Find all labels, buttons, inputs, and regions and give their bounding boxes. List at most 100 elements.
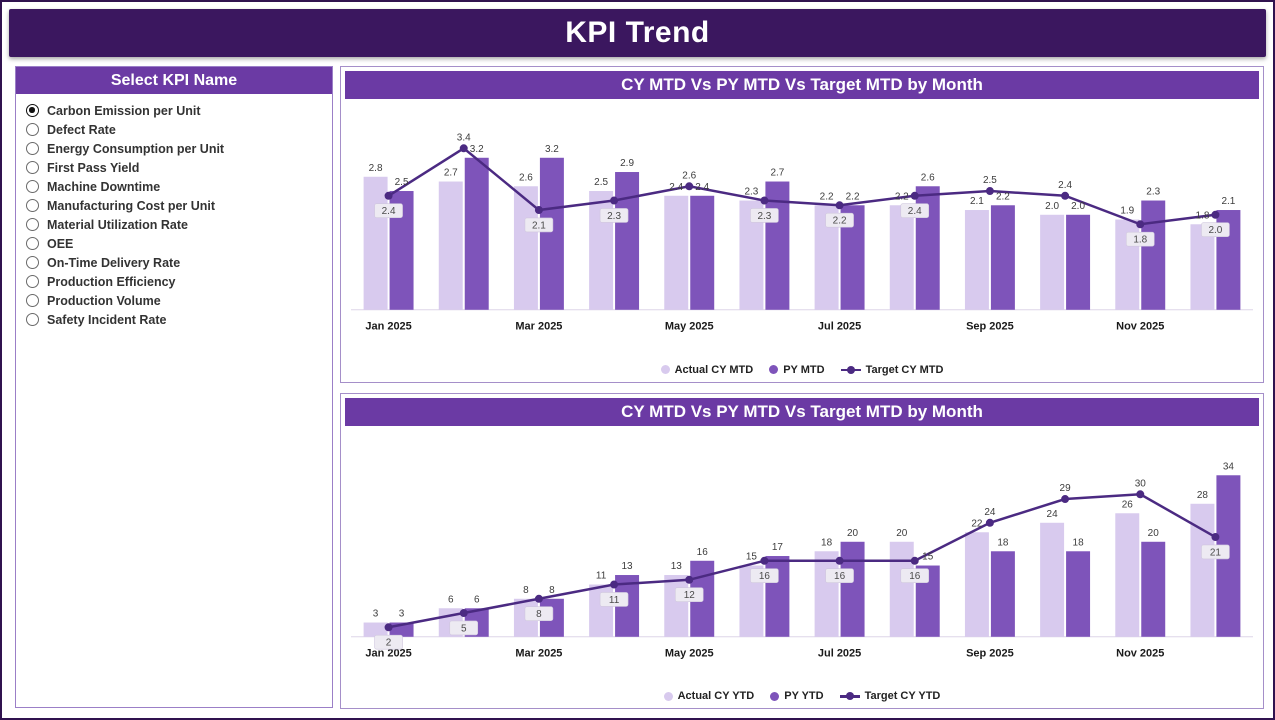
data-label-target-box <box>599 208 629 223</box>
legend-item-py[interactable]: PY MTD <box>769 364 825 376</box>
target-point[interactable] <box>1211 532 1220 541</box>
kpi-option-label: First Pass Yield <box>47 160 140 175</box>
kpi-option-manufacturing-cost-per-unit[interactable]: Manufacturing Cost per Unit <box>26 196 322 215</box>
radio-icon[interactable] <box>26 161 39 174</box>
bar-actual[interactable] <box>664 574 689 637</box>
kpi-option-production-efficiency[interactable]: Production Efficiency <box>26 272 322 291</box>
kpi-option-production-volume[interactable]: Production Volume <box>26 291 322 310</box>
legend-item-py[interactable]: PY YTD <box>770 690 824 702</box>
target-point[interactable] <box>910 191 919 200</box>
radio-icon[interactable] <box>26 237 39 250</box>
target-point[interactable] <box>910 556 919 565</box>
radio-icon[interactable] <box>26 199 39 212</box>
data-label-py: 20 <box>847 527 859 538</box>
radio-icon[interactable] <box>26 313 39 326</box>
bar-actual[interactable] <box>739 565 764 637</box>
target-point[interactable] <box>685 182 694 191</box>
kpi-option-carbon-emission-per-unit[interactable]: Carbon Emission per Unit <box>26 101 322 120</box>
bar-actual[interactable] <box>814 550 839 637</box>
bar-actual[interactable] <box>363 622 388 637</box>
target-point[interactable] <box>985 187 994 195</box>
bar-py[interactable] <box>1066 550 1091 637</box>
target-point[interactable] <box>1061 191 1070 200</box>
radio-icon[interactable] <box>26 142 39 155</box>
bar-py[interactable] <box>1141 200 1166 310</box>
target-point[interactable] <box>685 575 694 584</box>
target-point[interactable] <box>384 622 393 631</box>
bar-actual[interactable] <box>664 195 689 310</box>
bar-actual[interactable] <box>1190 224 1215 310</box>
target-point[interactable] <box>835 556 844 565</box>
bar-actual[interactable] <box>739 200 764 310</box>
bar-py[interactable] <box>840 205 865 310</box>
target-point[interactable] <box>760 556 769 565</box>
kpi-option-safety-incident-rate[interactable]: Safety Incident Rate <box>26 310 322 329</box>
bar-actual[interactable] <box>889 205 914 310</box>
legend-item-target[interactable]: Target CY YTD <box>839 690 940 702</box>
bar-actual[interactable] <box>363 176 388 310</box>
bar-actual[interactable] <box>964 531 989 637</box>
kpi-option-energy-consumption-per-unit[interactable]: Energy Consumption per Unit <box>26 139 322 158</box>
kpi-option-defect-rate[interactable]: Defect Rate <box>26 120 322 139</box>
kpi-option-oee[interactable]: OEE <box>26 234 322 253</box>
target-point[interactable] <box>1136 220 1145 229</box>
legend-item-actual[interactable]: Actual CY MTD <box>660 364 753 376</box>
kpi-option-label: OEE <box>47 236 74 251</box>
target-point[interactable] <box>459 608 468 617</box>
target-point[interactable] <box>534 594 543 603</box>
radio-icon[interactable] <box>26 256 39 269</box>
radio-icon[interactable] <box>26 180 39 193</box>
target-point[interactable] <box>985 518 994 527</box>
bar-py[interactable] <box>615 172 640 310</box>
kpi-option-material-utilization-rate[interactable]: Material Utilization Rate <box>26 215 322 234</box>
kpi-radio-list: Carbon Emission per Unit Defect Rate Energ… <box>16 94 332 336</box>
bar-actual[interactable] <box>1115 512 1140 637</box>
data-label-actual: 18 <box>821 537 833 548</box>
bar-actual[interactable] <box>1040 214 1065 310</box>
radio-icon[interactable] <box>26 275 39 288</box>
kpi-option-first-pass-yield[interactable]: First Pass Yield <box>26 158 322 177</box>
x-axis-label: Sep 2025 <box>966 647 1014 659</box>
bar-actual[interactable] <box>1040 522 1065 637</box>
bar-py[interactable] <box>464 157 489 310</box>
target-point[interactable] <box>835 201 844 210</box>
bar-actual[interactable] <box>438 181 463 310</box>
kpi-option-on-time-delivery-rate[interactable]: On-Time Delivery Rate <box>26 253 322 272</box>
data-label-py: 2.1 <box>1221 196 1235 207</box>
target-point[interactable] <box>610 196 619 205</box>
bar-py[interactable] <box>1066 214 1091 310</box>
bar-py[interactable] <box>1141 541 1166 637</box>
radio-selected-icon[interactable] <box>26 104 39 117</box>
target-point[interactable] <box>384 191 393 200</box>
bar-actual[interactable] <box>964 210 989 310</box>
target-point[interactable] <box>1061 494 1070 503</box>
data-label-actual: 2.8 <box>369 163 383 174</box>
target-point[interactable] <box>610 580 619 589</box>
kpi-option-machine-downtime[interactable]: Machine Downtime <box>26 177 322 196</box>
target-point[interactable] <box>459 144 468 153</box>
legend-item-target[interactable]: Target CY MTD <box>840 364 943 376</box>
bar-py[interactable] <box>990 550 1015 637</box>
radio-icon[interactable] <box>26 218 39 231</box>
x-axis-label: Nov 2025 <box>1116 647 1164 659</box>
target-point[interactable] <box>534 206 543 214</box>
target-point[interactable] <box>1211 210 1220 219</box>
bar-actual[interactable] <box>1190 503 1215 637</box>
bar-py[interactable] <box>690 195 715 310</box>
target-point[interactable] <box>1136 489 1145 498</box>
bar-py[interactable] <box>389 191 414 310</box>
legend-item-actual[interactable]: Actual CY YTD <box>663 690 754 702</box>
bar-actual[interactable] <box>513 186 538 310</box>
bar-py[interactable] <box>915 565 940 637</box>
data-label-py: 2.6 <box>921 172 935 183</box>
bar-actual[interactable] <box>814 205 839 310</box>
bar-py[interactable] <box>840 541 865 637</box>
bar-actual[interactable] <box>889 541 914 637</box>
data-label-target: 16 <box>834 571 846 582</box>
radio-icon[interactable] <box>26 294 39 307</box>
radio-icon[interactable] <box>26 123 39 136</box>
bar-py[interactable] <box>990 205 1015 310</box>
bar-py[interactable] <box>765 555 790 637</box>
target-point[interactable] <box>760 196 769 205</box>
bar-py[interactable] <box>539 157 564 310</box>
